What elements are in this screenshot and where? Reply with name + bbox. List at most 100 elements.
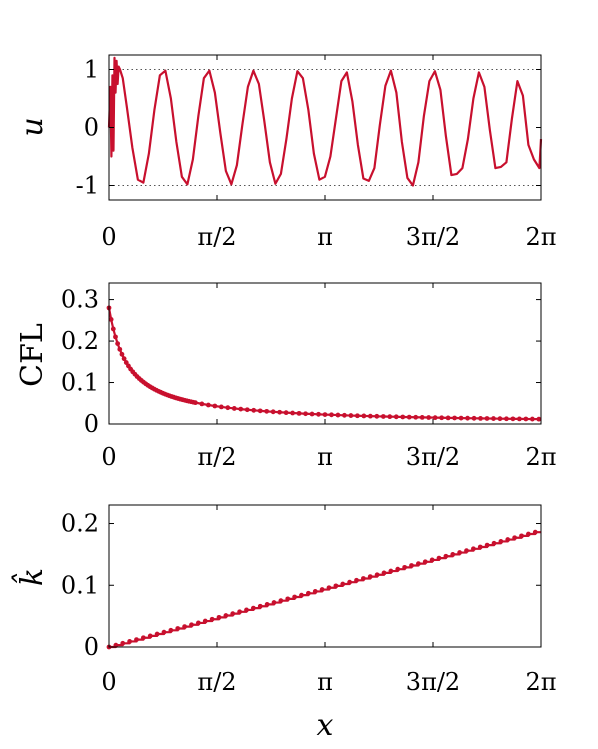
data-point <box>113 334 118 340</box>
data-point <box>202 618 208 624</box>
data-point <box>471 546 476 552</box>
data-point <box>532 529 538 535</box>
data-point <box>108 317 114 322</box>
data-point <box>445 415 451 421</box>
data-point <box>380 414 386 419</box>
y-tick-label: 0 <box>84 633 99 661</box>
x-tick-label: 0 <box>101 223 116 251</box>
y-tick-label: 0.1 <box>61 571 99 599</box>
data-point <box>443 553 449 559</box>
data-point <box>355 413 360 419</box>
data-point <box>374 572 380 578</box>
data-point <box>270 409 276 415</box>
data-point <box>510 416 516 422</box>
data-point <box>303 411 308 417</box>
data-point <box>374 413 380 419</box>
axes-frame <box>108 504 542 648</box>
data-point <box>271 600 277 605</box>
data-point <box>231 406 237 411</box>
data-point <box>400 414 406 420</box>
data-point <box>329 412 334 418</box>
y-tick-label: 0.1 <box>61 369 99 397</box>
data-point <box>361 413 367 419</box>
series-line <box>109 531 541 649</box>
data-point <box>478 416 483 421</box>
y-tick-label: 1 <box>84 56 99 84</box>
data-point <box>175 626 181 631</box>
data-point <box>512 535 518 541</box>
data-point <box>223 613 229 618</box>
data-point <box>484 542 490 548</box>
x-tick-label: π/2 <box>197 223 236 251</box>
y-tick-label: 0 <box>84 114 99 142</box>
y-axis-label: u <box>15 117 50 136</box>
data-point <box>381 570 387 576</box>
data-point <box>257 603 263 609</box>
data-point <box>193 400 198 406</box>
x-tick-label: 3π/2 <box>406 668 460 696</box>
data-point <box>348 413 354 418</box>
x-axis-label: x <box>317 708 334 743</box>
x-tick-label: 3π/2 <box>406 443 460 471</box>
x-tick-label: π <box>317 223 333 251</box>
series-line <box>107 307 539 421</box>
data-point <box>182 624 188 630</box>
panel-cfl: 0 π/2 π 3π/2 2π 0 0.1 0.2 0.3 CFL <box>15 282 557 471</box>
data-point <box>251 407 257 413</box>
data-point <box>285 596 291 602</box>
data-point <box>387 414 393 420</box>
data-point <box>110 326 116 332</box>
data-point <box>250 605 256 611</box>
data-point <box>283 410 289 416</box>
data-point <box>477 544 483 550</box>
axes-frame <box>108 282 542 425</box>
data-point <box>504 416 509 422</box>
data-point <box>123 360 129 365</box>
series-line <box>107 56 543 187</box>
data-point <box>505 537 511 542</box>
data-point <box>340 581 346 587</box>
y-tick-label: 0.2 <box>61 510 99 538</box>
data-point <box>322 412 328 417</box>
data-point <box>209 616 215 622</box>
x-tick-label: 2π <box>525 443 556 471</box>
data-point <box>238 406 244 412</box>
data-point <box>333 583 339 589</box>
data-point <box>367 413 373 419</box>
data-point <box>140 635 146 641</box>
x-tick-label: π <box>317 443 333 471</box>
data-point <box>244 407 250 413</box>
data-point <box>296 410 302 416</box>
y-tick-label: 0 <box>84 410 99 438</box>
x-tick-label: 0 <box>101 443 116 471</box>
data-point <box>312 589 318 594</box>
data-point <box>290 410 295 416</box>
data-point <box>498 539 504 544</box>
data-point <box>119 351 125 357</box>
data-point <box>199 401 205 407</box>
data-point <box>457 550 463 555</box>
y-axis-label: k̂ <box>11 568 50 586</box>
data-point <box>491 416 496 421</box>
data-point <box>115 341 121 346</box>
data-point <box>406 414 412 420</box>
data-point <box>402 564 408 570</box>
data-point <box>347 579 353 585</box>
y-axis-label: CFL <box>15 323 50 387</box>
data-point <box>319 587 325 592</box>
x-tick-label: 2π <box>525 668 556 696</box>
data-point <box>393 414 399 420</box>
x-tick-label: π/2 <box>197 443 236 471</box>
data-point <box>168 627 174 633</box>
data-point <box>432 415 438 421</box>
data-point <box>335 412 341 418</box>
data-point <box>497 416 503 422</box>
data-point <box>523 416 529 422</box>
data-point <box>244 607 249 613</box>
x-tick-label: π/2 <box>197 668 236 696</box>
data-point <box>464 548 469 554</box>
data-point <box>154 631 160 637</box>
data-point <box>388 568 394 574</box>
data-point <box>113 642 119 648</box>
data-point <box>426 415 432 420</box>
